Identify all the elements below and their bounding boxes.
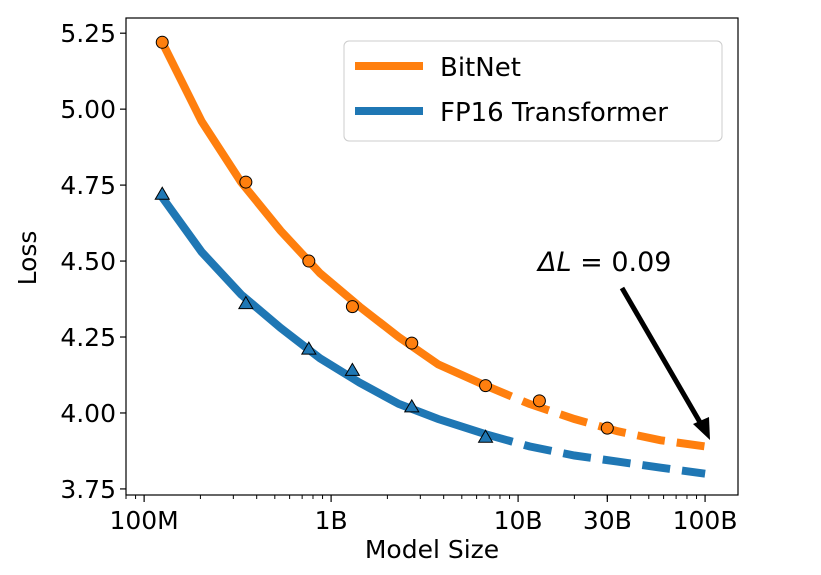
y-tick-label: 4.50 <box>60 247 116 276</box>
x-axis-title: Model Size <box>365 535 499 564</box>
bitnet-point <box>302 254 316 268</box>
y-tick-label: 5.25 <box>60 19 116 48</box>
bitnet-point <box>405 336 419 350</box>
fp16-point <box>237 295 254 310</box>
axes: 3.75 4.00 4.25 4.50 4.75 5.00 5.25 100M 1B 10B 30… <box>13 17 739 564</box>
y-axis-title: Loss <box>13 231 42 286</box>
fp16-point <box>154 186 171 200</box>
fp16-point <box>344 362 361 376</box>
y-tick-label: 4.00 <box>60 399 116 428</box>
x-tick-label: 100M <box>109 506 178 535</box>
fp16-point <box>300 341 317 355</box>
legend-label-bitnet: BitNet <box>440 53 521 83</box>
delta-annotation: ΔL = 0.09 <box>536 247 710 440</box>
y-ticks: 3.75 4.00 4.25 4.50 4.75 5.00 5.25 <box>60 19 126 504</box>
plot-frame <box>125 17 739 496</box>
bitnet-point <box>479 379 493 393</box>
annotation-label: ΔL = 0.09 <box>536 247 671 278</box>
fit-line-solid-fp16 <box>158 194 487 439</box>
x-ticks: 100M 1B 10B 30B 100B <box>109 495 738 535</box>
x-tick-label: 1B <box>315 506 348 535</box>
bitnet-point <box>600 421 614 435</box>
fit-line-dashed-fp16 <box>484 430 706 478</box>
legend: BitNet FP16 Transformer <box>343 40 723 142</box>
bitnet-point <box>345 300 359 314</box>
fp16-point <box>403 398 420 413</box>
fit-lines <box>158 40 706 478</box>
fit-line-solid-bitnet <box>158 40 488 390</box>
data-markers <box>154 35 614 443</box>
fp16-point <box>477 429 494 443</box>
y-tick-label: 4.25 <box>60 323 116 352</box>
bitnet-point <box>239 175 253 189</box>
y-tick-label: 5.00 <box>60 95 116 124</box>
x-tick-label: 30B <box>583 506 632 535</box>
legend-box <box>343 40 723 142</box>
bitnet-point <box>532 394 546 408</box>
y-tick-label: 4.75 <box>60 171 116 200</box>
fit-line-dashed-bitnet <box>484 381 706 451</box>
annotation-arrow-head <box>693 417 710 440</box>
x-tick-label: 100B <box>673 506 738 535</box>
bitnet-point <box>155 35 169 49</box>
annotation-arrow-shaft <box>619 286 704 426</box>
legend-label-fp16: FP16 Transformer <box>440 98 668 128</box>
y-tick-label: 3.75 <box>60 475 116 504</box>
x-tick-label: 10B <box>494 506 543 535</box>
